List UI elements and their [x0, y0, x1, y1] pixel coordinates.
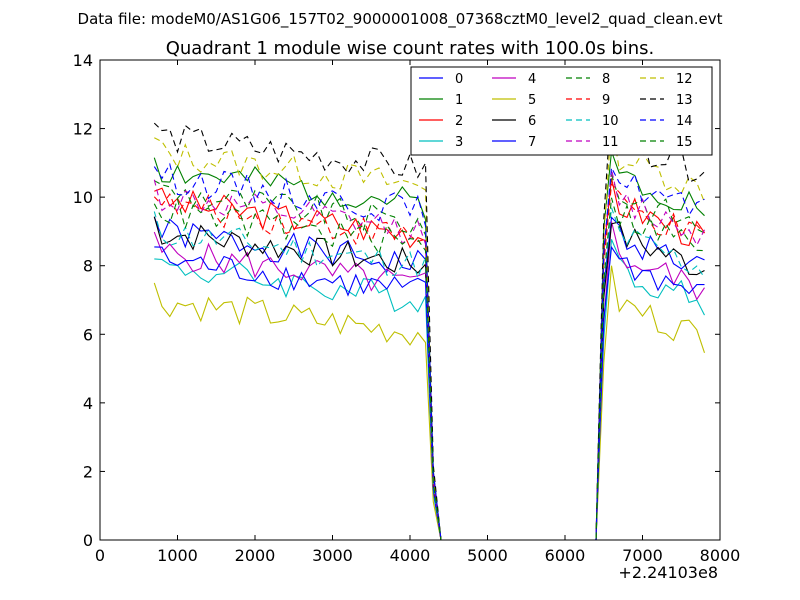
- x-tick-label: 0: [95, 546, 105, 565]
- series-line-5: [153, 265, 706, 540]
- legend-label-10: 10: [602, 114, 619, 129]
- legend-label-9: 9: [602, 93, 610, 108]
- x-offset-label: +2.24103e8: [618, 563, 718, 582]
- y-tick-label: 10: [73, 188, 93, 207]
- legend-label-0: 0: [455, 72, 463, 87]
- series-line-8: [154, 174, 705, 540]
- legend-label-12: 12: [676, 72, 693, 87]
- legend-label-11: 11: [602, 135, 619, 150]
- legend-label-13: 13: [676, 93, 693, 108]
- x-tick-label: 4000: [390, 546, 431, 565]
- y-tick-label: 0: [83, 531, 93, 550]
- suptitle: Data file: modeM0/AS1G06_157T02_90000010…: [78, 10, 723, 29]
- y-tick-label: 4: [83, 394, 93, 413]
- legend-label-14: 14: [676, 114, 693, 129]
- x-tick-label: 6000: [545, 546, 586, 565]
- y-tick-label: 8: [83, 257, 93, 276]
- legend-label-15: 15: [676, 135, 693, 150]
- x-tick-label: 1000: [157, 546, 198, 565]
- x-tick-label: 3000: [312, 546, 353, 565]
- x-tick-label: 2000: [235, 546, 276, 565]
- legend-label-6: 6: [528, 114, 536, 129]
- legend-label-2: 2: [455, 114, 463, 129]
- ticks-layer: 0 1000 2000 3000 4000 5000 6000 7000 80000246810…: [73, 51, 741, 565]
- plot-frame: [99, 59, 721, 541]
- series-line-11: [153, 169, 705, 540]
- x-tick-label: 8000: [700, 546, 741, 565]
- legend-label-3: 3: [455, 135, 463, 150]
- series-line-7: [154, 245, 705, 540]
- legend-label-7: 7: [528, 135, 536, 150]
- series-line-10: [153, 207, 705, 540]
- legend-frame: [410, 66, 713, 156]
- series-line-12: [154, 120, 706, 540]
- series-line-3: [154, 239, 705, 540]
- series-line-14: [153, 162, 705, 540]
- legend-label-4: 4: [528, 72, 536, 87]
- y-tick-label: 2: [83, 462, 93, 481]
- x-tick-label: 5000: [467, 546, 508, 565]
- x-tick-label: 7000: [622, 546, 663, 565]
- legend-label-1: 1: [455, 93, 463, 108]
- y-tick-label: 14: [73, 51, 93, 70]
- legend-label-5: 5: [528, 93, 536, 108]
- y-tick-label: 6: [83, 325, 93, 344]
- series-line-0: [153, 216, 705, 540]
- chart-title: Quadrant 1 module wise count rates with …: [166, 38, 655, 59]
- series-line-15: [153, 197, 705, 540]
- legend-label-8: 8: [602, 72, 610, 87]
- series-line-4: [153, 221, 705, 540]
- y-tick-label: 12: [73, 120, 93, 139]
